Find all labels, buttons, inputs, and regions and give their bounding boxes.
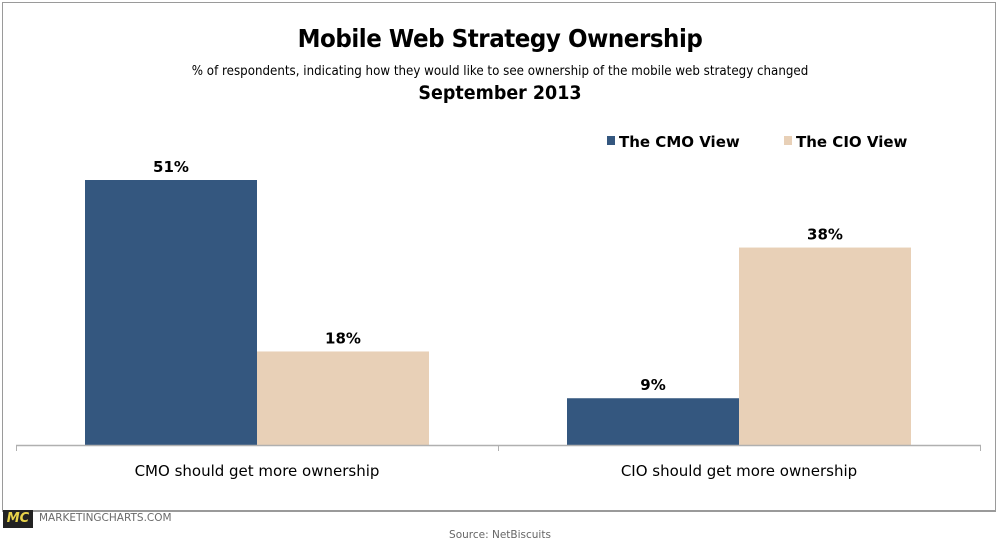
bar-cio-view-0 (257, 351, 429, 445)
bar-cio-view-1 (739, 247, 911, 445)
marketingcharts-text: MARKETINGCHARTS.COM (39, 512, 172, 524)
legend: The CMO View The CIO View (607, 133, 908, 151)
category-label: CIO should get more ownership (621, 462, 857, 480)
data-labels: 51% 18% 9% 38% (153, 158, 843, 394)
legend-swatch-cmo-view (607, 136, 615, 145)
chart-title: Mobile Web Strategy Ownership (297, 24, 703, 53)
legend-label: The CMO View (619, 133, 740, 151)
chart-subtitle: % of respondents, indicating how they wo… (191, 63, 809, 79)
legend-label: The CIO View (796, 133, 908, 151)
legend-swatch-cio-view (784, 136, 792, 145)
category-label: CMO should get more ownership (135, 462, 380, 480)
chart-date: September 2013 (418, 82, 582, 104)
source-note: Source: NetBiscuits (449, 529, 551, 541)
bar-cmo-view-0 (85, 180, 257, 445)
x-axis: CMO should get more ownership CIO should … (16, 444, 981, 480)
data-label: 51% (153, 158, 189, 176)
bar-cmo-view-1 (567, 398, 739, 445)
bars (85, 180, 911, 445)
marketingcharts-logo: MC (3, 510, 33, 528)
data-label: 38% (807, 226, 843, 244)
data-label: 18% (325, 329, 361, 347)
data-label: 9% (640, 376, 665, 394)
